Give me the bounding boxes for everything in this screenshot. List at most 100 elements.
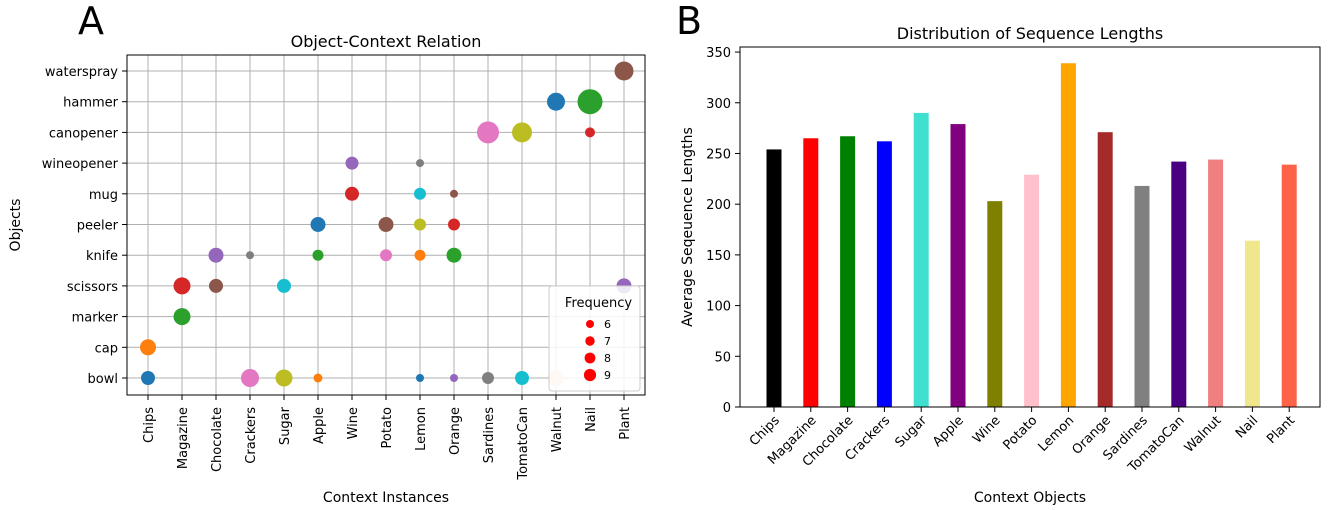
y-tick-label-a: knife: [86, 249, 118, 264]
y-axis-label-b: Average Seqeuence Lengths: [680, 127, 696, 327]
x-tick-label-a: Chips: [142, 407, 157, 443]
x-tick-label-a: Magazine: [176, 407, 191, 469]
scatter-point: [173, 308, 191, 326]
y-tick-label-a: marker: [72, 311, 119, 326]
bar: [1060, 63, 1076, 408]
scatter-point: [275, 369, 293, 387]
y-tick-label-a: mug: [89, 188, 118, 203]
y-tick-label-b: 0: [723, 401, 731, 416]
chart-title-b: Distribution of Sequence Lengths: [897, 24, 1163, 43]
bar: [1024, 174, 1040, 407]
bar: [766, 149, 782, 407]
x-tick-label-b: Wine: [970, 413, 1004, 447]
x-tick-label-a: Apple: [312, 407, 327, 444]
scatter-point: [313, 373, 323, 383]
x-tick-label-a: Wine: [346, 407, 361, 439]
y-tick-label-a: hammer: [63, 96, 119, 111]
legend-label: 7: [604, 335, 611, 348]
scatter-point: [577, 89, 603, 115]
plot-frame-a: [126, 54, 646, 396]
scatter-point: [414, 218, 426, 231]
scatter-point: [241, 369, 259, 387]
bar: [987, 201, 1003, 407]
scatter-point: [416, 374, 424, 382]
scatter-point: [310, 217, 326, 232]
y-tick-label-b: 350: [706, 46, 731, 61]
x-tick-label-a: Plant: [618, 407, 633, 440]
x-axis-label-b: Context Objects: [974, 490, 1086, 506]
scatter-point: [141, 371, 155, 385]
scatter-point: [208, 247, 224, 263]
scatter-point: [515, 371, 529, 385]
legend-marker: [584, 352, 596, 364]
scatter-point: [414, 249, 426, 261]
panel-label-b: B: [676, 0, 703, 43]
scatter-point: [345, 186, 359, 201]
x-tick-label-a: Potato: [380, 407, 395, 448]
y-axis-label-a: Objects: [8, 199, 24, 252]
y-tick-label-a: waterspray: [45, 65, 118, 80]
x-tick-label-a: Orange: [448, 407, 463, 455]
x-tick-label-a: TomatoCan: [516, 407, 531, 481]
bar: [913, 112, 929, 407]
x-tick-label-a: Chocolate: [210, 407, 225, 472]
scatter-point: [378, 217, 394, 232]
legend-title: Frequency: [565, 296, 632, 311]
x-tick-label-b: Walnut: [1182, 413, 1225, 456]
y-tick-label-b: 150: [706, 249, 731, 264]
scatter-point: [312, 249, 324, 261]
y-tick-label-a: peeler: [77, 219, 119, 234]
y-tick-label-b: 250: [706, 147, 731, 162]
scatter-chart: Chips Magazine Chocolate Crackers Sugar Apple…: [8, 32, 646, 506]
scatter-point: [547, 92, 565, 111]
x-tick-label-a: Lemon: [414, 407, 429, 451]
legend-label: 6: [604, 318, 611, 331]
x-tick-label-a: Crackers: [244, 407, 259, 464]
x-tick-label-b: Apple: [930, 413, 967, 450]
scatter-point: [585, 127, 595, 138]
x-tick-label-b: Sugar: [893, 413, 931, 451]
y-tick-label-a: canopener: [49, 126, 119, 141]
legend-marker: [583, 368, 597, 382]
bar: [1097, 132, 1113, 407]
bar: [840, 136, 856, 407]
y-tick-label-b: 300: [706, 97, 731, 112]
scatter-point: [477, 121, 499, 144]
legend-marker: [586, 320, 594, 328]
x-axis-label-a: Context Instances: [323, 490, 449, 506]
scatter-point: [450, 374, 458, 382]
x-tick-label-a: Walnut: [550, 407, 565, 452]
x-tick-label-a: Sugar: [278, 406, 293, 445]
y-tick-label-a: bowl: [88, 372, 118, 387]
y-tick-label-a: wineopener: [42, 157, 119, 172]
x-tick-label-b: Nail: [1233, 413, 1261, 441]
y-tick-label-b: 100: [706, 300, 731, 315]
bar: [1171, 161, 1187, 407]
y-tick-label-b: 200: [706, 198, 731, 213]
x-tick-label-a: Sardines: [482, 407, 497, 463]
scatter-point: [414, 187, 426, 200]
scatter-point: [246, 251, 254, 260]
y-tick-label-a: scissors: [67, 280, 118, 295]
scatter-point: [416, 159, 424, 168]
scatter-point: [614, 61, 634, 81]
chart-title-a: Object-Context Relation: [291, 32, 482, 51]
legend-label: 8: [604, 352, 611, 365]
plot-frame-b: [739, 46, 1321, 408]
bar: [1244, 240, 1260, 407]
bar: [1134, 185, 1150, 407]
scatter-point: [446, 247, 462, 263]
scatter-point: [512, 122, 532, 143]
scatter-point: [345, 156, 359, 170]
y-tick-label-a: cap: [95, 341, 118, 356]
scatter-point: [482, 372, 494, 384]
y-tick-label-b: 50: [714, 350, 731, 365]
scatter-point: [277, 278, 291, 293]
scatter-point: [140, 339, 156, 356]
legend-marker: [585, 336, 595, 346]
bar: [950, 124, 966, 407]
bar: [1208, 159, 1224, 407]
bar: [876, 141, 892, 407]
panel-label-a: A: [78, 0, 104, 43]
